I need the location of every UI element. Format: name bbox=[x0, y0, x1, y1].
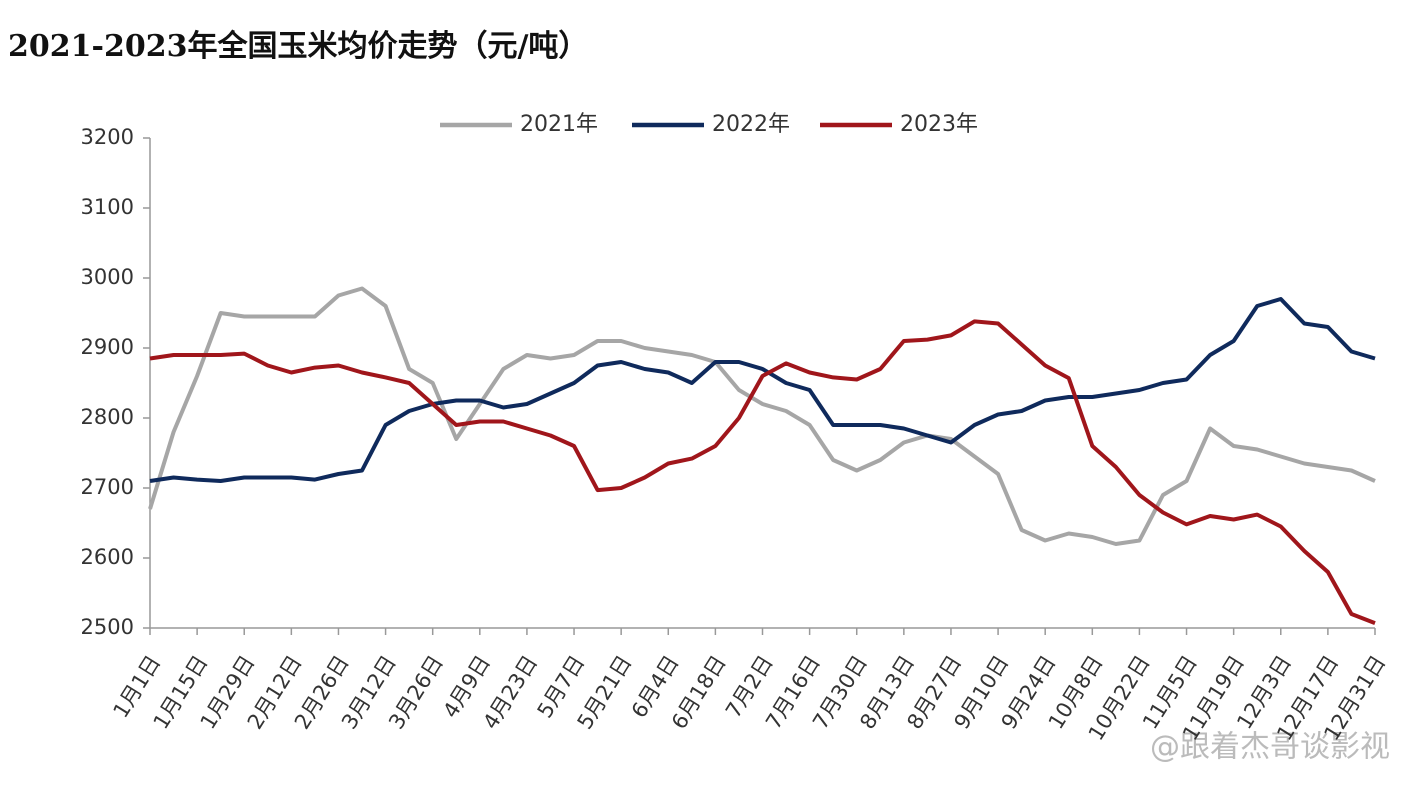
y-tick-label: 2700 bbox=[81, 475, 134, 499]
watermark: @跟着杰哥谈影视 bbox=[1150, 730, 1390, 765]
y-tick-label: 3100 bbox=[81, 195, 134, 219]
legend-label: 2023年 bbox=[900, 112, 978, 137]
line-series bbox=[149, 297, 1376, 483]
y-tick-label: 2900 bbox=[81, 335, 134, 359]
legend-label: 2021年 bbox=[520, 112, 598, 137]
y-tick-label: 3200 bbox=[81, 125, 134, 149]
line-series bbox=[148, 286, 1376, 546]
y-tick-label: 2600 bbox=[81, 545, 134, 569]
y-tick-label: 2500 bbox=[81, 615, 134, 639]
chart-title: 2021-2023年全国玉米均价走势（元/吨） bbox=[8, 29, 588, 64]
y-tick-label: 2800 bbox=[81, 405, 134, 429]
y-tick-label: 3000 bbox=[81, 265, 134, 289]
legend-label: 2022年 bbox=[712, 112, 790, 137]
line-series bbox=[149, 319, 1376, 625]
